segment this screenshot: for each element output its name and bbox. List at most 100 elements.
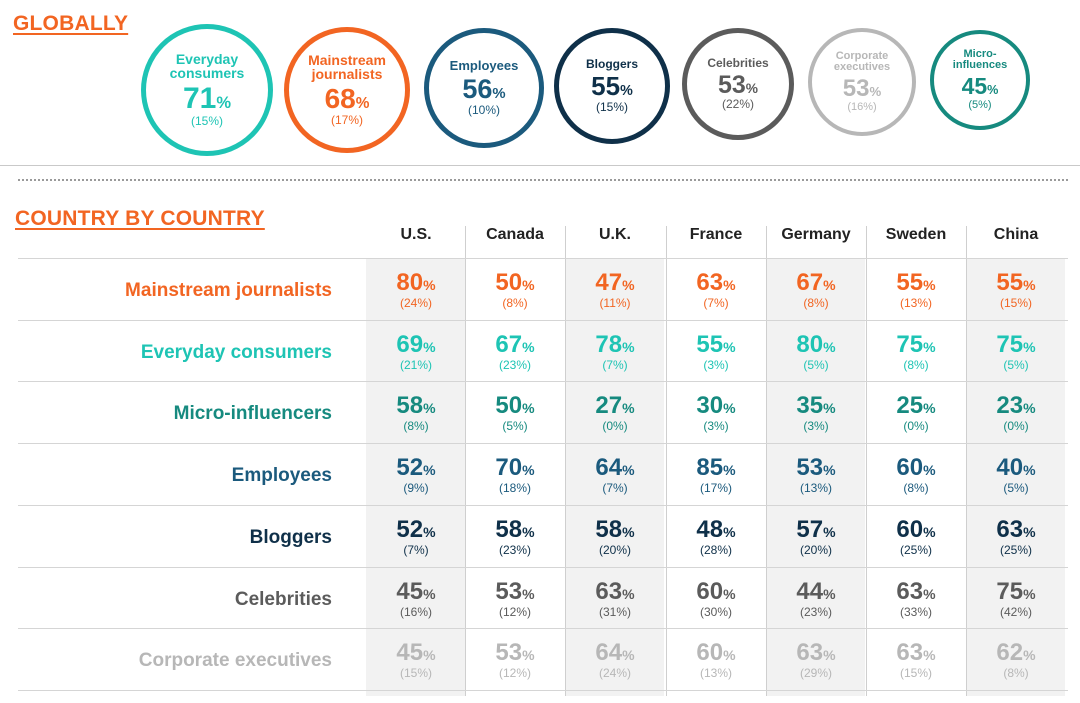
table-cell: 62% (8%) <box>966 639 1066 681</box>
cell-value-number: 55 <box>896 269 924 296</box>
cell-value: 57% <box>766 517 866 542</box>
circle-sub-value: (5%) <box>968 98 992 111</box>
row-separator <box>18 258 1068 259</box>
cell-value-number: 60 <box>696 639 724 667</box>
table-cell: 48% (28%) <box>666 515 766 557</box>
percent-unit: % <box>620 83 633 100</box>
cell-value: 58% <box>366 394 466 418</box>
cell-sub-value: (20%) <box>799 542 832 557</box>
cell-value-number: 52 <box>396 515 424 543</box>
cell-sub-value: (8%) <box>403 419 429 434</box>
cell-value: 63% <box>866 641 966 665</box>
circle-value: 45% <box>962 74 999 98</box>
country-by-country-title: COUNTRY BY COUNTRY <box>15 207 265 230</box>
percent-unit: % <box>522 462 535 479</box>
percent-unit: % <box>522 523 535 540</box>
percent-unit: % <box>869 83 882 99</box>
cell-sub-value: (13%) <box>699 666 732 681</box>
percent-unit: % <box>423 523 436 540</box>
cell-value: 70% <box>465 456 565 480</box>
table-cell: 25% (0%) <box>866 394 966 434</box>
circle-micro-influences: Micro-influences 45% (5%) <box>930 30 1030 130</box>
cell-value: 30% <box>666 394 766 418</box>
percent-unit: % <box>923 647 936 664</box>
cell-value-number: 60 <box>896 454 924 482</box>
percent-unit: % <box>522 585 535 602</box>
column-shade <box>366 258 465 696</box>
circle-label: Corporate executives <box>833 49 891 73</box>
cell-value: 53% <box>766 456 866 480</box>
cell-sub-value: (15%) <box>999 296 1032 310</box>
row-label-micro-influencers: Micro-influencers <box>173 403 332 425</box>
percent-unit: % <box>823 400 836 417</box>
circle-bloggers: Bloggers 55% (15%) <box>554 28 670 144</box>
circle-value-number: 71 <box>182 82 217 116</box>
table-cell: 64% (7%) <box>565 456 665 496</box>
table-cell: 70% (18%) <box>465 456 565 496</box>
percent-unit: % <box>522 400 535 417</box>
percent-unit: % <box>622 462 635 479</box>
percent-unit: % <box>723 277 736 293</box>
cell-value-number: 80 <box>396 269 424 296</box>
cell-value: 60% <box>666 579 766 604</box>
table-cell: 50% (8%) <box>465 271 565 311</box>
table-cell: 75% (42%) <box>966 579 1066 619</box>
cell-sub-value: (3%) <box>803 419 829 434</box>
cell-sub-value: (5%) <box>1003 481 1029 496</box>
percent-unit: % <box>823 462 836 479</box>
cell-value-number: 48 <box>696 515 724 543</box>
table-cell: 80% (5%) <box>766 332 866 372</box>
cell-value: 60% <box>666 641 766 665</box>
cell-value: 23% <box>966 394 1066 418</box>
cell-value-number: 75 <box>996 330 1024 358</box>
percent-unit: % <box>355 95 370 113</box>
column-header-canada: Canada <box>486 226 544 243</box>
column-shade <box>565 258 664 696</box>
percent-unit: % <box>423 400 436 417</box>
percent-unit: % <box>745 80 759 96</box>
cell-value: 60% <box>866 456 966 480</box>
dotted-divider <box>18 179 1068 181</box>
table-cell: 58% (20%) <box>565 517 665 557</box>
cell-value: 48% <box>666 515 766 543</box>
cell-sub-value: (5%) <box>502 419 528 434</box>
circle-sub-value: (16%) <box>847 101 877 114</box>
table-cell: 23% (0%) <box>966 394 1066 434</box>
cell-value-number: 63 <box>896 639 924 667</box>
cell-value-number: 53 <box>495 577 523 605</box>
row-label-corporate-executives: Corporate executives <box>138 650 332 672</box>
table-cell: 64% (24%) <box>565 641 665 681</box>
cell-value-number: 69 <box>396 330 424 358</box>
percent-unit: % <box>723 585 736 602</box>
column-header-u-s: U.S. <box>400 226 432 243</box>
cell-sub-value: (7%) <box>602 481 628 496</box>
cell-sub-value: (8%) <box>803 296 829 310</box>
table-cell: 58% (8%) <box>366 394 466 434</box>
circle-value-number: 53 <box>842 74 870 102</box>
cell-sub-value: (11%) <box>599 296 631 310</box>
table-cell: 45% (15%) <box>366 641 466 681</box>
table-cell: 60% (8%) <box>866 456 966 496</box>
cell-sub-value: (15%) <box>399 666 432 681</box>
cell-value-number: 63 <box>696 269 724 296</box>
table-cell: 60% (25%) <box>866 517 966 557</box>
cell-value: 55% <box>966 271 1066 295</box>
percent-unit: % <box>1023 338 1036 355</box>
cell-value-number: 47 <box>595 269 623 296</box>
table-cell: 75% (8%) <box>866 332 966 372</box>
percent-unit: % <box>1023 523 1036 540</box>
circle-value: 68% <box>325 84 370 113</box>
table-cell: 67% (8%) <box>766 271 866 311</box>
circle-sub-value: (17%) <box>330 112 363 127</box>
cell-sub-value: (17%) <box>699 481 732 496</box>
cell-value-number: 62 <box>996 639 1024 667</box>
circle-sub-value: (15%) <box>190 113 223 128</box>
cell-value-number: 35 <box>796 392 824 420</box>
cell-value: 52% <box>366 456 466 480</box>
percent-unit: % <box>522 647 535 664</box>
table-cell: 80% (24%) <box>366 269 466 311</box>
cell-value-number: 67 <box>495 330 523 358</box>
table-cell: 44% (23%) <box>766 579 866 619</box>
table-cell: 60% (13%) <box>666 641 766 681</box>
percent-unit: % <box>823 647 836 664</box>
